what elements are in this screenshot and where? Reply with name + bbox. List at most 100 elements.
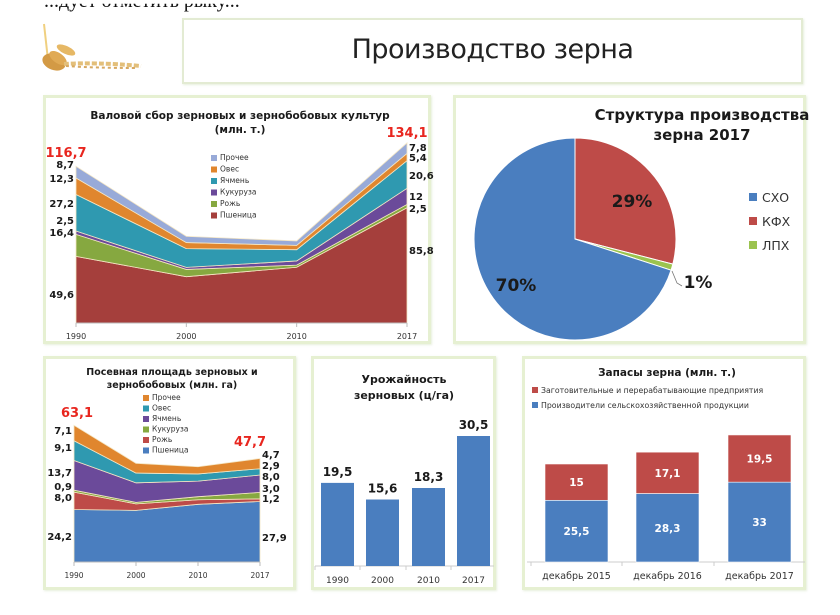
bar-data-label: 19,5	[747, 454, 773, 466]
legend-swatch	[532, 387, 538, 393]
data-label-left: 0,9	[54, 482, 72, 493]
data-label-right: 5,4	[409, 153, 427, 164]
legend-label: Производители сельскохозяйственной проду…	[541, 401, 749, 410]
legend-label: ЛПХ	[762, 238, 790, 253]
legend-label: Рожь	[220, 199, 240, 208]
legend-label: Овес	[152, 404, 171, 413]
bar-data-label: 15,6	[368, 482, 398, 496]
x-tick-label: 2010	[286, 332, 306, 341]
structure-pie-panel: Структура производства зерна 2017 70% 29%…	[453, 95, 810, 344]
wheat-ear-illustration	[42, 23, 142, 71]
data-label-left: 7,1	[54, 426, 72, 437]
x-tick-label: 1990	[64, 571, 83, 580]
legend-swatch	[749, 241, 757, 249]
pie-leader-line	[671, 270, 683, 287]
x-tick-label: 2010	[417, 576, 440, 586]
area-series-5	[75, 142, 408, 246]
legend-label: КФХ	[762, 214, 791, 229]
legend-swatch	[211, 189, 217, 196]
x-tick-label: 2000	[176, 332, 196, 341]
legend-label: Прочее	[152, 393, 181, 402]
chart-subtitle: зернобобовых (млн. га)	[107, 380, 237, 391]
legend-swatch	[143, 437, 149, 443]
pie-slice-sho	[473, 137, 672, 341]
structure-pie-chart: Структура производства зерна 2017 70% 29%…	[473, 106, 810, 341]
legend-swatch	[211, 178, 217, 184]
cut-off-text-line: ...дует отметить рыку...	[44, 0, 240, 12]
bar-data-label: 17,1	[655, 468, 681, 480]
legend-swatch	[143, 405, 149, 412]
bar-data-label: 25,5	[564, 526, 590, 538]
legend-label: Прочее	[220, 153, 249, 162]
bar-data-label: 30,5	[459, 418, 489, 432]
x-tick-label: 2017	[462, 576, 485, 586]
chart-title: Валовой сбор зерновых и зернобобовых кул…	[90, 110, 390, 122]
wheat-icon	[42, 23, 142, 71]
data-label-right: 2,9	[262, 461, 280, 472]
legend-swatch	[211, 166, 217, 173]
legend-label: Ячмень	[152, 414, 181, 423]
pie-data-label: 1%	[684, 273, 713, 293]
title-banner: Производство зерна	[182, 18, 803, 84]
data-label-left: 8,7	[56, 160, 74, 171]
data-label-right: 2,5	[409, 204, 427, 215]
data-label-left: 9,1	[54, 443, 72, 454]
legend-label: Овес	[220, 165, 239, 174]
x-tick-label: 2000	[371, 576, 394, 586]
stacked-bar-segment	[727, 434, 792, 483]
data-label-right: 1,2	[262, 494, 280, 505]
legend-swatch	[143, 395, 149, 401]
chart-title: Структура производства	[595, 106, 810, 124]
legend-label: Пшеница	[152, 446, 189, 455]
total-label-right: 134,1	[386, 126, 427, 141]
x-tick-label: декабрь 2017	[725, 571, 794, 582]
x-tick-label: декабрь 2016	[633, 571, 702, 582]
data-label-right: 8,0	[262, 472, 280, 483]
legend-label: Заготовительные и перерабатывающие предп…	[541, 386, 764, 395]
chart-title: Запасы зерна (млн. т.)	[598, 367, 736, 379]
chart-subtitle: (млн. т.)	[215, 124, 266, 136]
pie-data-label: 29%	[612, 192, 653, 212]
bar-data-label: 19,5	[323, 465, 353, 479]
data-label-right: 7,8	[409, 143, 427, 154]
data-label-right: 3,0	[262, 484, 280, 495]
legend-swatch	[143, 416, 149, 422]
bar	[321, 482, 354, 566]
sown-area-chart-panel: Посевная площадь зерновых и зернобобовых…	[43, 356, 296, 590]
x-tick-label: декабрь 2015	[542, 571, 611, 582]
bar	[457, 436, 490, 566]
yield-chart-panel: Урожайность зерновых (ц/га) 19,5 1990 15,6…	[311, 356, 496, 590]
data-label-left: 16,4	[49, 228, 74, 239]
legend-label: СХО	[762, 190, 789, 205]
grain-stocks-chart-panel: Запасы зерна (млн. т.) 25,5 15 декабрь 201…	[522, 356, 806, 590]
bar	[412, 488, 445, 566]
bar-data-label: 18,3	[414, 470, 444, 484]
legend-label: Кукуруза	[152, 425, 189, 434]
data-label-right: 85,8	[409, 246, 434, 257]
x-tick-label: 1990	[326, 576, 349, 586]
legend-swatch	[532, 402, 538, 408]
data-label-left: 13,7	[47, 468, 72, 479]
x-tick-label: 2017	[397, 332, 417, 341]
legend-label: Кукуруза	[220, 188, 257, 197]
area-series-5	[73, 424, 261, 475]
pie-slice-kfh	[574, 137, 677, 265]
x-tick-label: 2010	[188, 571, 207, 580]
legend-label: Ячмень	[220, 176, 249, 185]
chart-title: Посевная площадь зерновых и	[86, 367, 257, 378]
data-label-left: 12,3	[49, 174, 74, 185]
legend-swatch	[211, 201, 217, 207]
data-label-right: 20,6	[409, 171, 434, 182]
pie-data-label: 70%	[496, 276, 537, 296]
data-label-left: 27,2	[49, 199, 74, 210]
data-label-right: 12	[409, 192, 423, 203]
total-label-left: 63,1	[61, 406, 93, 421]
stacked-bar-segment	[727, 481, 792, 563]
data-label-right: 27,9	[262, 533, 287, 544]
data-label-left: 24,2	[47, 532, 72, 543]
total-label-right: 47,7	[234, 435, 266, 450]
area-series-0	[73, 501, 261, 563]
legend-swatch	[211, 212, 217, 219]
sown-area-chart: Посевная площадь зерновых и зернобобовых…	[47, 367, 287, 580]
legend-swatch	[211, 155, 217, 161]
